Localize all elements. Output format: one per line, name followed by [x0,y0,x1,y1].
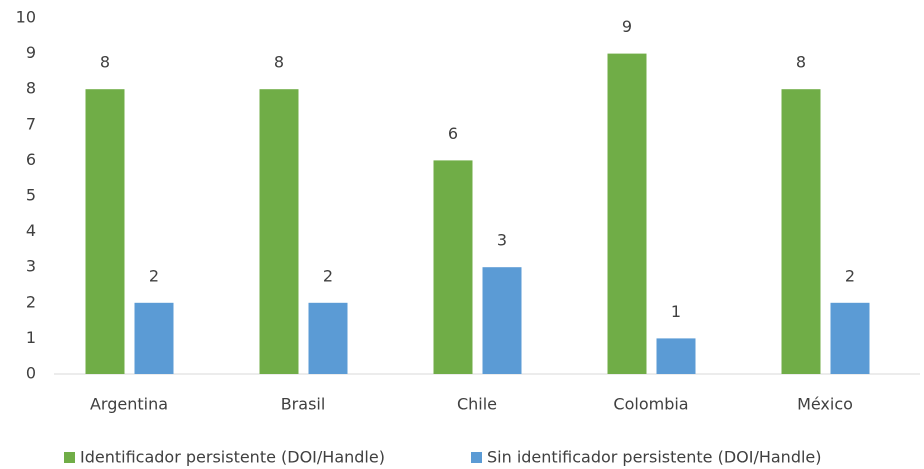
y-tick-label: 5 [26,186,36,205]
x-tick-label: Argentina [90,395,168,414]
legend-label: Identificador persistente (DOI/Handle) [80,448,385,467]
bar [134,302,174,374]
data-label: 8 [796,53,806,72]
bar [781,89,821,374]
y-tick-label: 1 [26,328,36,347]
legend-label: Sin identificador persistente (DOI/Handl… [487,448,822,467]
x-tick-label: Brasil [281,395,326,414]
bar [607,53,647,374]
data-label: 2 [149,266,159,285]
x-tick-label: México [797,395,853,414]
y-tick-label: 7 [26,114,36,133]
y-tick-label: 9 [26,43,36,62]
data-label: 6 [448,124,458,143]
y-tick-label: 8 [26,79,36,98]
y-tick-label: 3 [26,257,36,276]
y-tick-label: 0 [26,364,36,383]
data-label: 8 [274,53,284,72]
x-tick-label: Colombia [613,395,688,414]
y-tick-label: 2 [26,292,36,311]
y-tick-label: 10 [16,8,36,27]
bar [85,89,125,374]
data-label: 2 [323,266,333,285]
y-tick-label: 4 [26,221,36,240]
bar [830,302,870,374]
bar [259,89,299,374]
data-label: 3 [497,231,507,250]
data-label: 1 [671,302,681,321]
bar [308,302,348,374]
bar [433,160,473,374]
bar [482,267,522,374]
x-tick-label: Chile [457,395,497,414]
y-tick-label: 6 [26,150,36,169]
legend-swatch [471,452,482,463]
data-label: 8 [100,53,110,72]
bar [656,338,696,374]
legend-swatch [64,452,75,463]
data-label: 2 [845,266,855,285]
data-label: 9 [622,17,632,36]
